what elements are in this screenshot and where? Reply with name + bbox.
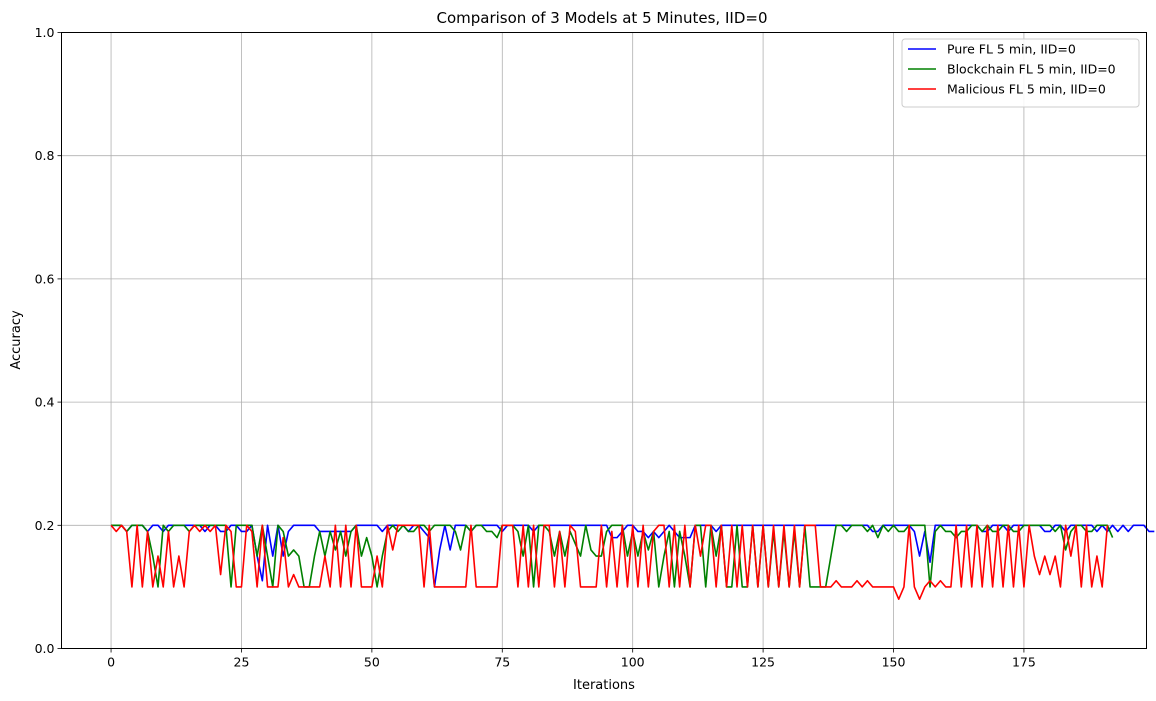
x-tick-label: 25 <box>234 655 250 670</box>
x-axis-ticks: 0 25 50 75 100 125 150 175 <box>107 648 1036 670</box>
y-tick-label: 0.2 <box>35 518 55 533</box>
x-axis-label: Iterations <box>573 678 635 693</box>
legend-label-1: Pure FL 5 min, IID=0 <box>947 42 1076 57</box>
x-tick-label: 150 <box>882 655 906 670</box>
x-tick-label: 125 <box>751 655 775 670</box>
x-tick-label: 100 <box>621 655 645 670</box>
series-layer <box>110 524 1155 601</box>
x-tick-label: 50 <box>364 655 380 670</box>
legend-box <box>901 38 1140 108</box>
series-line-3 <box>110 524 1109 601</box>
y-tick-label: 0.0 <box>35 641 55 656</box>
y-tick-label: 1.0 <box>35 25 55 40</box>
y-tick-label: 0.8 <box>35 148 55 163</box>
y-tick-label: 0.4 <box>35 395 55 410</box>
y-axis-label: Accuracy <box>9 310 24 370</box>
legend-label-2: Blockchain FL 5 min, IID=0 <box>947 62 1116 77</box>
legend: Pure FL 5 min, IID=0 Blockchain FL 5 min,… <box>901 38 1140 108</box>
legend-label-3: Malicious FL 5 min, IID=0 <box>947 82 1106 97</box>
x-tick-label: 0 <box>107 655 115 670</box>
chart-title: Comparison of 3 Models at 5 Minutes, IID… <box>437 9 768 27</box>
x-tick-label: 75 <box>494 655 510 670</box>
x-tick-label: 175 <box>1012 655 1036 670</box>
y-axis-ticks: 0.0 0.2 0.4 0.6 0.8 1.0 <box>35 25 62 656</box>
plot-area: 0 25 50 75 100 125 150 175 0.0 0.2 0.4 0.6 0.8 1.0 <box>35 25 1155 670</box>
plot-frame <box>61 32 1147 649</box>
series-line-2 <box>111 524 1114 588</box>
y-tick-label: 0.6 <box>35 271 55 286</box>
